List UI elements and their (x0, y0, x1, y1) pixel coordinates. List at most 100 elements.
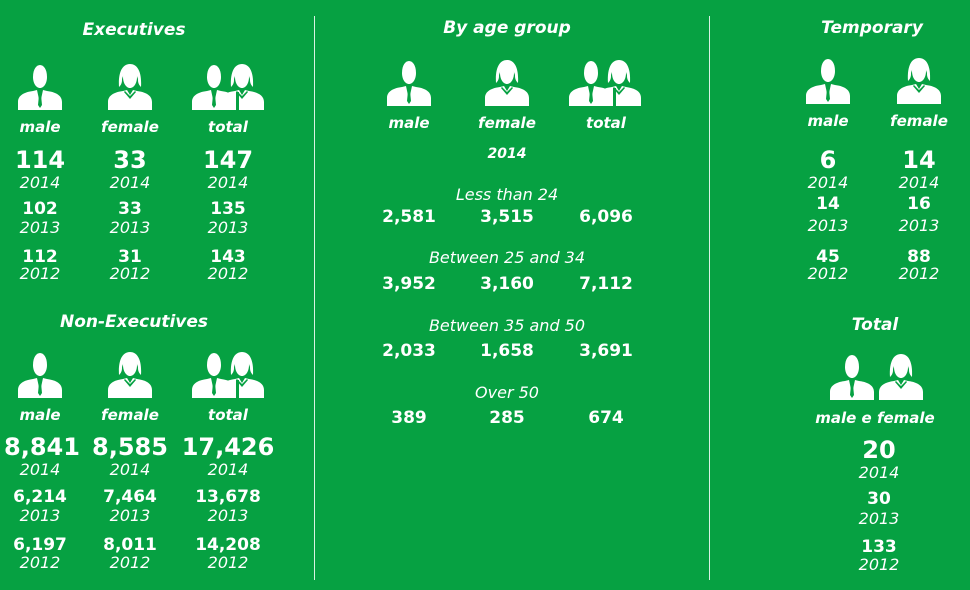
temp-year-2013-male: 2013 (807, 216, 849, 235)
age-2-total: 7,112 (579, 274, 633, 294)
nonexec-year-2012-female: 2012 (109, 553, 151, 572)
temp-year-2012-female: 2012 (898, 264, 940, 283)
temporary-title: Temporary (821, 18, 923, 38)
female-icon (483, 58, 531, 106)
age-3-total: 3,691 (579, 341, 633, 361)
age-group-label-4: Over 50 (475, 383, 539, 402)
female-icon (106, 350, 154, 398)
age-4-total: 674 (588, 408, 624, 428)
nonexec-label-total: total (208, 406, 248, 424)
age-3-male: 2,033 (382, 341, 436, 361)
total-year-2013: 2013 (858, 509, 900, 528)
age-label-female: female (478, 114, 536, 132)
nonexec-2014-total: 17,426 (181, 433, 275, 461)
exec-2012-total: 143 (210, 247, 246, 267)
exec-year-2014-male: 2014 (19, 173, 61, 192)
age-1-male: 2,581 (382, 207, 436, 227)
divider-left (314, 16, 315, 580)
exec-year-2013-male: 2013 (19, 218, 61, 237)
temp-2014-male: 6 (819, 146, 837, 174)
total-2013: 30 (867, 489, 891, 509)
nonexec-label-male: male (19, 406, 61, 424)
male-female-group-icon (190, 62, 266, 110)
temp-label-female: female (890, 112, 948, 130)
temp-year-2014-female: 2014 (898, 173, 940, 192)
total-year-2014: 2014 (858, 463, 900, 482)
male-female-group-icon (190, 350, 266, 398)
exec-label-female: female (101, 118, 159, 136)
total-2014: 20 (862, 436, 896, 464)
age-label-male: male (388, 114, 430, 132)
exec-year-2012-female: 2012 (109, 264, 151, 283)
exec-2012-female: 31 (118, 247, 142, 267)
exec-2014-total: 147 (202, 146, 254, 174)
exec-2012-male: 112 (22, 247, 58, 267)
exec-year-2012-male: 2012 (19, 264, 61, 283)
non-executives-title: Non-Executives (59, 312, 209, 332)
male-icon (16, 62, 64, 110)
age-2-male: 3,952 (382, 274, 436, 294)
exec-label-male: male (19, 118, 61, 136)
age-3-female: 1,658 (480, 341, 534, 361)
temp-year-2013-female: 2013 (898, 216, 940, 235)
exec-year-2012-total: 2012 (207, 264, 249, 283)
temp-year-2014-male: 2014 (807, 173, 849, 192)
temp-label-male: male (807, 112, 849, 130)
total-year-2012: 2012 (858, 555, 900, 574)
male-icon (828, 352, 876, 400)
age-group-label-1: Less than 24 (455, 185, 559, 204)
age-year: 2014 (487, 146, 527, 162)
nonexec-2012-female: 8,011 (103, 535, 157, 555)
male-female-group-icon (567, 58, 643, 106)
nonexec-year-2014-male: 2014 (19, 460, 61, 479)
nonexec-year-2013-male: 2013 (19, 506, 61, 525)
age-4-male: 389 (391, 408, 427, 428)
exec-year-2014-female: 2014 (109, 173, 151, 192)
male-icon (16, 350, 64, 398)
total-2012: 133 (861, 537, 897, 557)
nonexec-label-female: female (101, 406, 159, 424)
age-group-title: By age group (443, 18, 571, 38)
age-1-total: 6,096 (579, 207, 633, 227)
age-label-total: total (586, 114, 626, 132)
nonexec-2013-female: 7,464 (103, 487, 157, 507)
nonexec-year-2014-female: 2014 (109, 460, 151, 479)
temp-2012-female: 88 (907, 247, 931, 267)
male-icon (804, 56, 852, 104)
age-group-label-2: Between 25 and 34 (428, 248, 586, 267)
age-group-label-3: Between 35 and 50 (428, 316, 586, 335)
temp-2013-female: 16 (907, 194, 931, 214)
exec-2013-male: 102 (22, 199, 58, 219)
female-icon (106, 62, 154, 110)
nonexec-2014-male: 8,841 (4, 433, 80, 461)
nonexec-year-2012-total: 2012 (207, 553, 249, 572)
total-title: Total (851, 315, 899, 335)
female-icon (895, 56, 943, 104)
temp-2012-male: 45 (816, 247, 840, 267)
age-4-female: 285 (489, 408, 525, 428)
nonexec-2013-total: 13,678 (195, 487, 261, 507)
nonexec-2013-male: 6,214 (13, 487, 67, 507)
female-icon (877, 352, 925, 400)
nonexec-2012-total: 14,208 (195, 535, 261, 555)
male-icon (385, 58, 433, 106)
nonexec-year-2013-total: 2013 (207, 506, 249, 525)
nonexec-year-2014-total: 2014 (207, 460, 249, 479)
exec-year-2013-female: 2013 (109, 218, 151, 237)
divider-right (709, 16, 710, 580)
exec-year-2014-total: 2014 (207, 173, 249, 192)
temp-2014-female: 14 (902, 146, 936, 174)
exec-year-2013-total: 2013 (207, 218, 249, 237)
nonexec-year-2012-male: 2012 (19, 553, 61, 572)
nonexec-year-2013-female: 2013 (109, 506, 151, 525)
exec-2013-female: 33 (118, 199, 142, 219)
exec-2014-female: 33 (113, 146, 147, 174)
exec-2013-total: 135 (210, 199, 246, 219)
nonexec-2012-male: 6,197 (13, 535, 67, 555)
total-label: male e female (815, 409, 935, 427)
temp-2013-male: 14 (816, 194, 840, 214)
exec-label-total: total (208, 118, 248, 136)
executives-title: Executives (82, 20, 186, 40)
age-2-female: 3,160 (480, 274, 534, 294)
temp-year-2012-male: 2012 (807, 264, 849, 283)
